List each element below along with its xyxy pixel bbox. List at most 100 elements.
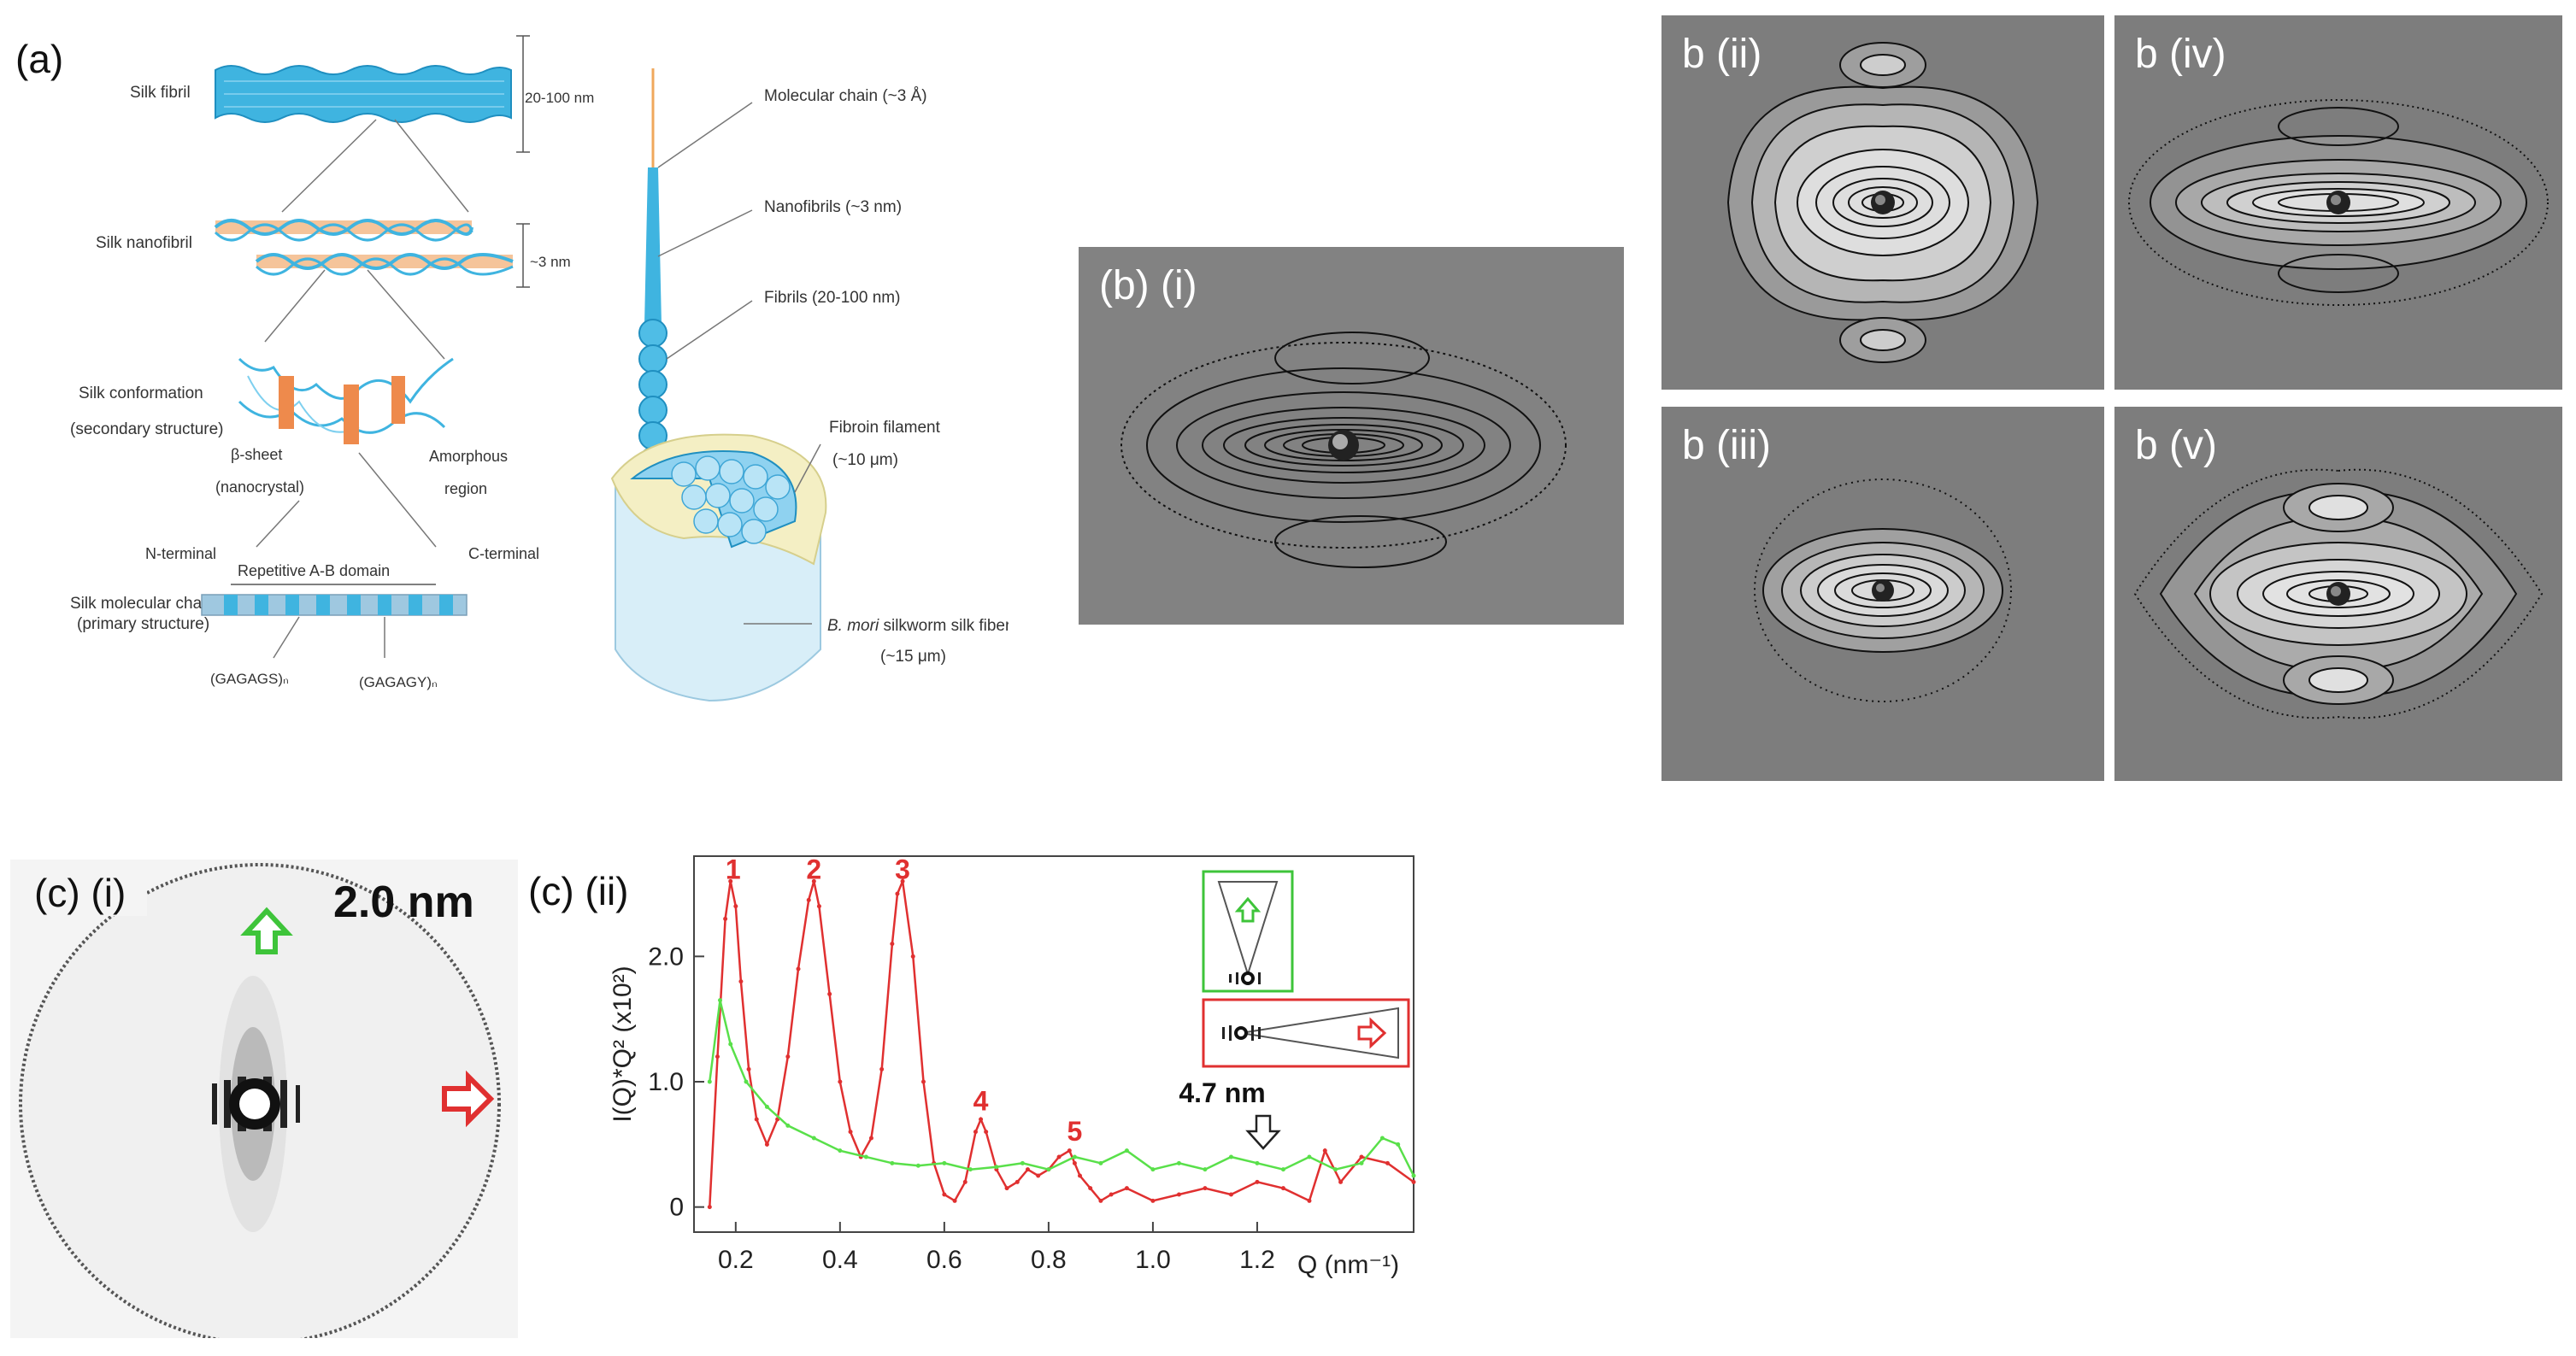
y-tick-label: 0 [669, 1194, 684, 1222]
silk-hierarchy-diagram: Silk fibril 20-100 nm Silk nanofibril ~3… [70, 35, 1009, 702]
silk-conformation-label-1: Silk conformation [79, 384, 203, 402]
data-point-0 [895, 891, 900, 896]
data-point-0 [952, 1198, 957, 1203]
data-point-0 [1280, 1186, 1285, 1191]
data-point-0 [1072, 1160, 1077, 1165]
data-point-1 [1124, 1148, 1129, 1153]
silk-fibril-label: Silk fibril [130, 84, 191, 102]
peak-label: 4 [973, 1086, 989, 1117]
x-tick-label: 0.6 [926, 1246, 962, 1274]
data-point-1 [863, 1154, 868, 1159]
data-point-1 [915, 1163, 920, 1168]
silk-fibril-shape [215, 65, 512, 123]
data-point-0 [848, 1130, 853, 1135]
hier-filament-label-2: (~10 μm) [832, 451, 898, 469]
data-point-0 [1338, 1179, 1344, 1184]
data-point-0 [900, 878, 905, 883]
n-terminal-label: N-terminal [145, 545, 216, 562]
data-point-0 [733, 904, 738, 909]
data-point-0 [1385, 1160, 1390, 1165]
molecular-chain-shape [201, 594, 468, 616]
b-iii-label: b (iii) [1682, 423, 1771, 468]
repetitive-domain-label: Repetitive A-B domain [238, 562, 390, 579]
data-point-0 [827, 991, 832, 996]
data-point-0 [1088, 1186, 1093, 1191]
data-point-1 [728, 1042, 733, 1047]
data-point-0 [868, 1136, 873, 1141]
data-point-0 [973, 1130, 978, 1135]
hier-filament-label-1: Fibroin filament [829, 419, 941, 437]
data-point-1 [1176, 1160, 1181, 1165]
data-point-1 [1255, 1160, 1260, 1165]
fiber-hierarchy-shape [610, 68, 827, 702]
data-point-0 [754, 1117, 759, 1122]
gagagy-label: (GAGAGY)ₙ [359, 674, 438, 690]
peak-label: 1 [726, 854, 741, 884]
c-ii-label: (c) (ii) [528, 869, 629, 913]
data-point-1 [707, 1079, 712, 1084]
data-point-0 [942, 1192, 947, 1197]
data-point-0 [920, 1079, 926, 1084]
pattern-b-iii: b (iii) [1661, 407, 2104, 781]
silk-nanofibril-shape [214, 219, 514, 276]
gagags-label: (GAGAGS)ₙ [210, 671, 289, 687]
amorphous-label-1: Amorphous [429, 448, 508, 465]
data-point-0 [1036, 1173, 1041, 1178]
panel-c-i: (c) (i) 2.0 nm [10, 860, 518, 1338]
data-point-1 [1046, 1167, 1051, 1172]
hier-nanofibrils-label: Nanofibrils (~3 nm) [764, 198, 902, 216]
fibril-size-label: 20-100 nm [525, 90, 594, 106]
data-point-0 [1203, 1186, 1208, 1191]
data-point-0 [746, 1066, 751, 1071]
pattern-b-v: b (v) [2114, 407, 2562, 781]
data-point-1 [1150, 1167, 1156, 1172]
data-point-0 [764, 1142, 769, 1147]
x-axis-label: Q (nm⁻¹) [1297, 1251, 1399, 1279]
beta-sheet-label-1: β-sheet [231, 446, 282, 463]
data-point-0 [838, 1079, 843, 1084]
x-tick-label: 0.4 [822, 1246, 858, 1274]
data-point-1 [718, 998, 723, 1003]
inset-vertical-sector [1202, 870, 1294, 993]
silk-conformation-label-2: (secondary structure) [70, 420, 224, 438]
pattern-b-ii: b (ii) [1661, 15, 2104, 390]
green-arrow-icon [240, 907, 293, 954]
y-tick-label: 1.0 [648, 1068, 684, 1096]
data-point-0 [796, 966, 801, 972]
data-point-0 [715, 1054, 720, 1060]
data-point-1 [967, 1167, 973, 1172]
data-point-1 [811, 1136, 816, 1141]
x-tick-label: 1.0 [1135, 1246, 1171, 1274]
c-i-label-box [10, 860, 147, 916]
data-point-0 [816, 904, 821, 909]
x-tick-label: 0.2 [718, 1246, 754, 1274]
data-point-1 [994, 1165, 999, 1170]
peak-label: 3 [895, 854, 910, 884]
data-point-1 [1411, 1173, 1416, 1178]
data-point-1 [1228, 1154, 1233, 1159]
data-point-1 [1379, 1136, 1385, 1141]
data-point-0 [879, 1066, 885, 1071]
nanofibril-size-label: ~3 nm [530, 254, 571, 270]
hier-fiber-label-1: B. mori silkworm silk fiber [827, 617, 1009, 635]
data-point-0 [890, 942, 895, 947]
data-point-1 [1203, 1167, 1208, 1172]
data-point-0 [1004, 1186, 1009, 1191]
panel-a-label: (a) [15, 37, 64, 81]
data-point-0 [1098, 1198, 1103, 1203]
x-tick-label: 0.8 [1031, 1246, 1067, 1274]
annotation-label: 4.7 nm [1179, 1077, 1265, 1108]
data-point-0 [1056, 1154, 1062, 1159]
inset-horizontal-sector [1202, 998, 1410, 1068]
amorphous-label-2: region [444, 480, 487, 497]
red-arrow-icon [442, 1070, 495, 1128]
data-point-0 [1176, 1192, 1181, 1197]
data-point-0 [1015, 1179, 1020, 1184]
data-point-1 [1280, 1167, 1285, 1172]
c-i-label: (c) (i) [34, 871, 126, 915]
data-point-0 [1109, 1192, 1114, 1197]
data-point-0 [1359, 1154, 1364, 1159]
data-point-0 [723, 916, 728, 921]
data-point-1 [838, 1148, 843, 1153]
down-arrow-icon [1245, 1114, 1281, 1150]
